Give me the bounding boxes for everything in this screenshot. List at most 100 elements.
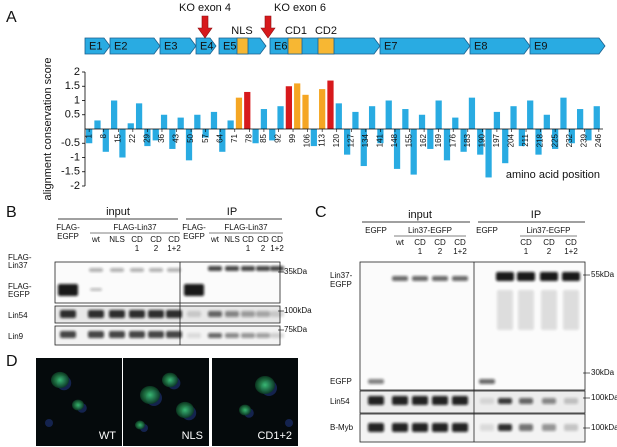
bar bbox=[527, 100, 534, 129]
bar bbox=[468, 97, 476, 129]
band bbox=[208, 311, 222, 317]
bar bbox=[127, 123, 134, 129]
label: CD bbox=[131, 235, 143, 244]
label: FLAG-Lin37 bbox=[224, 223, 268, 232]
label: 2 bbox=[154, 244, 159, 253]
band bbox=[562, 272, 580, 281]
bar bbox=[452, 117, 459, 129]
label: 50 bbox=[186, 133, 195, 142]
bar bbox=[485, 129, 492, 178]
band bbox=[166, 310, 182, 318]
label: KO exon 6 bbox=[274, 2, 326, 14]
label: 204 bbox=[507, 133, 516, 147]
label: CD bbox=[242, 235, 254, 244]
label: WT bbox=[99, 430, 116, 442]
bar bbox=[102, 129, 109, 152]
label: 106 bbox=[303, 133, 312, 147]
label: NLS bbox=[231, 25, 252, 37]
cell bbox=[239, 404, 251, 416]
band bbox=[90, 288, 102, 291]
band bbox=[256, 266, 270, 271]
bar bbox=[219, 129, 226, 152]
label: 232 bbox=[565, 133, 574, 147]
label: 2 bbox=[261, 244, 266, 253]
band bbox=[518, 290, 534, 330]
label: 211 bbox=[521, 133, 530, 146]
exon bbox=[529, 37, 606, 55]
label: CD bbox=[434, 238, 446, 247]
bar bbox=[410, 129, 417, 175]
bar bbox=[269, 129, 276, 141]
bar bbox=[111, 100, 118, 129]
label: Lin37 bbox=[8, 261, 28, 270]
band bbox=[432, 276, 448, 281]
bar bbox=[435, 100, 442, 129]
bar bbox=[560, 97, 567, 129]
label: 127 bbox=[346, 133, 355, 147]
label: 162 bbox=[419, 133, 428, 147]
micrograph bbox=[212, 358, 298, 446]
bar bbox=[477, 129, 484, 155]
bar bbox=[510, 106, 517, 129]
bar bbox=[260, 109, 268, 129]
label: EGFP bbox=[183, 232, 205, 241]
label: Lin9 bbox=[8, 332, 24, 341]
bar bbox=[385, 100, 392, 129]
band bbox=[564, 424, 578, 431]
bar bbox=[144, 129, 151, 147]
bar bbox=[202, 129, 209, 138]
label: 1+2 bbox=[270, 244, 284, 253]
label: -1 bbox=[70, 151, 80, 163]
bar bbox=[319, 89, 326, 129]
label: E2 bbox=[114, 40, 127, 52]
label: D bbox=[6, 353, 18, 370]
band bbox=[498, 398, 512, 404]
label: 36 bbox=[157, 133, 166, 142]
nucleus bbox=[45, 419, 53, 427]
label: wt bbox=[91, 235, 101, 244]
label: 71 bbox=[230, 133, 239, 142]
label: EGFP bbox=[57, 232, 79, 241]
label: alignment conservation score bbox=[42, 57, 54, 200]
cell bbox=[255, 376, 275, 394]
exon bbox=[469, 37, 531, 55]
bar bbox=[327, 80, 334, 129]
label: input bbox=[408, 209, 432, 221]
label: EGFP bbox=[365, 226, 387, 235]
label: 113 bbox=[317, 133, 326, 146]
bar bbox=[210, 111, 218, 129]
bar bbox=[502, 129, 509, 164]
bar bbox=[285, 86, 292, 129]
label: E8 bbox=[474, 40, 487, 52]
label: 1 bbox=[135, 244, 140, 253]
bar bbox=[552, 129, 559, 149]
bar bbox=[119, 129, 126, 158]
label: E1 bbox=[89, 40, 102, 52]
bar bbox=[443, 129, 451, 161]
band bbox=[517, 272, 535, 281]
band bbox=[60, 310, 76, 318]
label: Lin54 bbox=[8, 311, 28, 320]
nucleus bbox=[285, 419, 293, 427]
band bbox=[519, 398, 533, 404]
bar bbox=[135, 103, 143, 129]
bar bbox=[368, 106, 376, 129]
bar bbox=[427, 129, 434, 149]
band bbox=[541, 290, 557, 330]
bar bbox=[418, 114, 426, 129]
domain bbox=[236, 37, 249, 55]
label: 190 bbox=[477, 133, 486, 147]
label: B-Myb bbox=[330, 423, 354, 432]
bar bbox=[535, 129, 542, 155]
bar bbox=[252, 129, 259, 144]
bar bbox=[402, 109, 409, 129]
label: EGFP bbox=[330, 377, 352, 386]
bar bbox=[302, 94, 309, 129]
band bbox=[241, 311, 255, 317]
label: 120 bbox=[332, 133, 341, 147]
label: 246 bbox=[594, 133, 603, 147]
band bbox=[270, 266, 284, 271]
band bbox=[368, 423, 384, 432]
bar bbox=[244, 91, 251, 129]
